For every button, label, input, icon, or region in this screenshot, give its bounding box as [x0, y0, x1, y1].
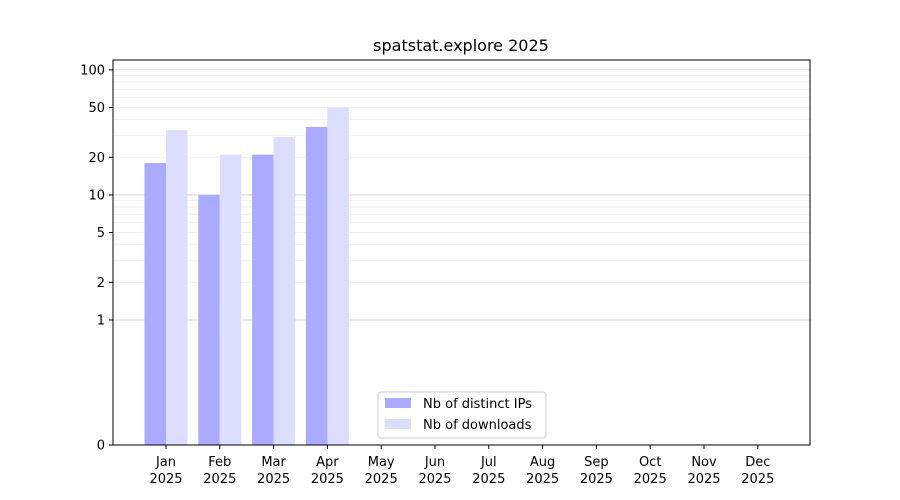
x-tick-label: Jul 2025	[472, 455, 505, 487]
legend: Nb of distinct IPs Nb of downloads	[377, 391, 547, 439]
legend-swatch-downloads	[385, 419, 411, 429]
x-tick-label: Apr 2025	[311, 455, 344, 487]
x-tick-label: Oct 2025	[634, 455, 667, 487]
y-tick-label: 10	[88, 188, 105, 203]
bar-distinct-ips	[198, 194, 220, 445]
y-tick-label: 20	[88, 151, 105, 166]
x-tick-label: Sep 2025	[580, 455, 613, 487]
bar-distinct-ips	[144, 163, 166, 445]
legend-swatch-ips	[385, 398, 411, 408]
bar-downloads	[327, 107, 349, 446]
plot-frame	[112, 59, 811, 446]
legend-label-downloads: Nb of downloads	[423, 418, 532, 433]
y-tick-label: 100	[80, 63, 105, 78]
bar-downloads	[166, 130, 188, 445]
bar-downloads	[219, 154, 242, 446]
bar-downloads	[273, 137, 296, 445]
y-tick-label: 0	[97, 439, 105, 454]
x-tick-label: Aug 2025	[526, 455, 559, 487]
legend-label-ips: Nb of distinct IPs	[423, 397, 532, 412]
y-tick-label: 1	[97, 313, 105, 328]
x-tick-label: May 2025	[365, 455, 398, 487]
chart-title: spatstat.explore 2025	[373, 36, 549, 55]
x-tick-label: Nov 2025	[687, 455, 720, 487]
y-tick-label: 5	[97, 226, 105, 241]
x-tick-label: Dec 2025	[741, 455, 774, 487]
x-tick-label: Mar 2025	[257, 455, 290, 487]
x-tick-label: Feb 2025	[203, 455, 236, 487]
y-tick-label: 2	[97, 276, 105, 291]
bar-distinct-ips	[252, 154, 274, 446]
x-tick-label: Jan 2025	[149, 455, 182, 487]
bar-distinct-ips	[305, 126, 328, 446]
y-tick-label: 50	[88, 101, 105, 116]
x-tick-label: Jun 2025	[418, 455, 451, 487]
